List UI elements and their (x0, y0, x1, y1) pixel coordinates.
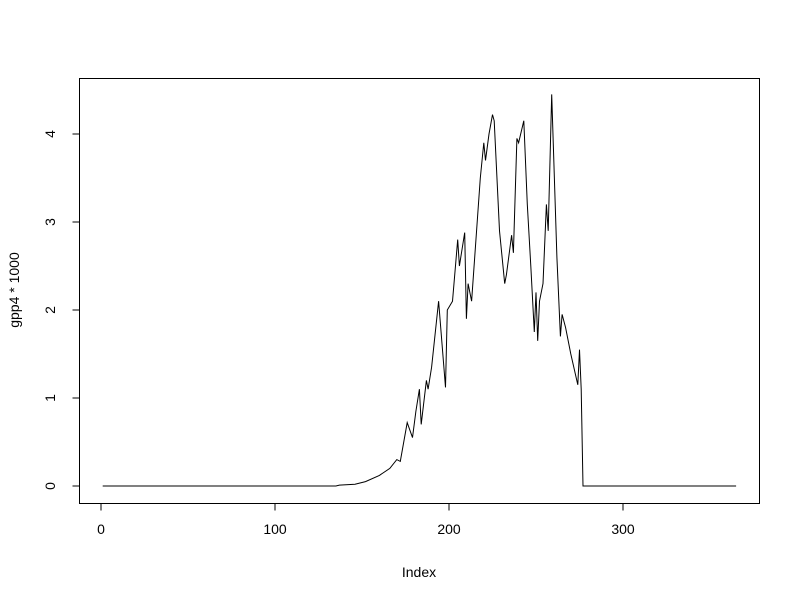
x-tick-label: 100 (263, 521, 287, 537)
plot-box (79, 78, 760, 504)
y-axis: 0 1 2 3 4 (42, 130, 80, 490)
x-tick-label: 300 (611, 521, 635, 537)
x-tick-label: 200 (437, 521, 461, 537)
y-tick-label: 3 (42, 218, 58, 226)
y-tick-label: 0 (42, 482, 58, 490)
series-line (102, 94, 737, 487)
x-axis-label: Index (402, 564, 436, 580)
x-axis: 0 100 200 300 (97, 503, 635, 537)
y-tick-label: 4 (42, 130, 58, 138)
y-tick-label: 2 (42, 306, 58, 314)
y-axis-label: gpp4 * 1000 (6, 252, 22, 328)
x-tick-label: 0 (97, 521, 105, 537)
y-tick-label: 1 (42, 394, 58, 402)
